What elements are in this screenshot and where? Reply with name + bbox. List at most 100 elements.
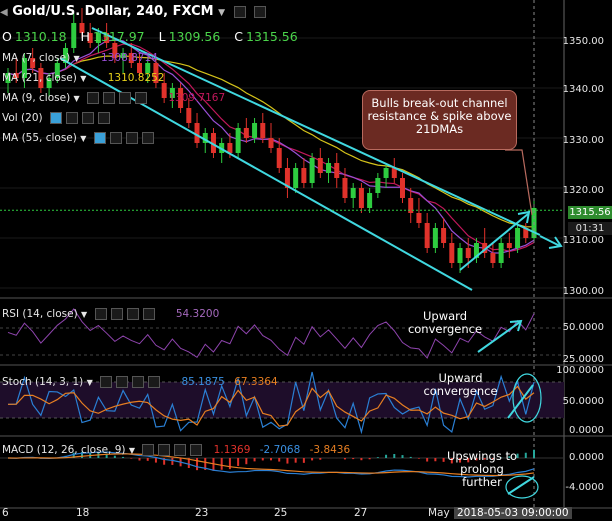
breakout-arrowhead — [517, 210, 531, 224]
rsi-value: 54.3200 — [175, 308, 220, 320]
ohlc-readout: O 1310.18 H 1317.97 L 1309.56 C 1315.56 — [2, 29, 298, 44]
candle-body — [441, 228, 447, 243]
candle-body — [104, 33, 110, 43]
legend-ma21[interactable]: MA (21, close) ▼ 1310.8252 — [2, 72, 165, 84]
eye-icon[interactable] — [142, 444, 155, 456]
settings-icon[interactable] — [116, 376, 129, 388]
legend-rsi[interactable]: RSI (14, close) ▼ 54.3200 — [2, 308, 220, 320]
lock-icon[interactable] — [174, 444, 187, 456]
legend-ma7[interactable]: MA (7, close) ▼ 1308.8714 — [2, 52, 158, 64]
channel-extension-arrowhead — [548, 236, 563, 249]
stoch-annotation: Upward convergence — [423, 371, 498, 398]
settings-icon[interactable] — [158, 444, 171, 456]
time-tick: 18 — [76, 507, 90, 519]
candle-body — [326, 163, 332, 173]
symbol-title: Gold/U.S. Dollar, 240, FXCM — [12, 4, 214, 19]
close-icon[interactable] — [135, 92, 148, 104]
price-tick: 1350.00 — [562, 36, 604, 47]
legend-macd[interactable]: MACD (12, 26, close, 9) ▼ 1.1369 -2.7068… — [2, 444, 351, 456]
candle-body — [120, 53, 126, 58]
ma21-line — [7, 55, 534, 228]
candle-body — [498, 243, 504, 263]
candle-body — [309, 158, 315, 183]
candle-body — [194, 123, 200, 143]
candle-body — [473, 243, 479, 258]
candle-body — [112, 43, 118, 58]
price-tick: 1320.00 — [562, 185, 604, 196]
lock-icon[interactable] — [132, 376, 145, 388]
settings-icon[interactable] — [65, 112, 78, 124]
candle-body — [21, 58, 27, 78]
lock-icon[interactable] — [125, 132, 138, 144]
candle-body — [465, 248, 471, 258]
stoch-d-value: 67.3364 — [234, 376, 278, 388]
open-value: 1310.18 — [14, 29, 67, 44]
eye-icon[interactable] — [93, 132, 106, 144]
close-icon[interactable] — [142, 308, 155, 320]
settings-icon[interactable] — [109, 132, 122, 144]
close-value: 1315.56 — [246, 29, 298, 44]
eye-icon[interactable] — [100, 376, 113, 388]
eye-icon[interactable] — [87, 92, 100, 104]
lock-icon[interactable] — [119, 92, 132, 104]
candle-body — [367, 193, 373, 208]
legend-ma55[interactable]: MA (55, close) ▼ — [2, 132, 154, 144]
rsi-trend-arrow — [477, 321, 521, 353]
rsi-tick: 25.0000 — [562, 354, 604, 365]
ma7-value: 1308.8714 — [101, 52, 158, 64]
candle-body — [391, 168, 397, 178]
candle-body — [383, 168, 389, 178]
candle-body — [145, 63, 151, 73]
chevron-down-icon[interactable]: ▼ — [218, 8, 226, 18]
candle-body — [227, 143, 233, 153]
close-icon[interactable] — [97, 112, 110, 124]
settings-icon[interactable] — [110, 308, 123, 320]
candle-body — [243, 128, 249, 138]
current-price-label: 1315.56 — [568, 206, 612, 219]
ma9-value: 1309.7167 — [168, 92, 226, 104]
candle-body — [424, 223, 430, 248]
candle-body — [210, 133, 216, 153]
candle-body — [358, 188, 364, 208]
breakout-arrow — [459, 213, 529, 271]
cursor-time-label: 2018-05-03 09:00:00 — [454, 507, 572, 519]
candle-body — [38, 68, 44, 88]
candle-body — [235, 128, 241, 153]
legend-ma9[interactable]: MA (9, close) ▼ 1309.7167 — [2, 92, 226, 104]
macd-trend-arrow — [507, 476, 535, 495]
legend-vol[interactable]: Vol (20) — [2, 112, 110, 124]
price-tick: 1330.00 — [562, 135, 604, 146]
candle-body — [79, 23, 85, 33]
candle-body — [268, 138, 274, 148]
lock-icon[interactable] — [254, 5, 267, 18]
rsi-tick: 50.0000 — [562, 322, 604, 333]
rsi-annotation: Upward convergence — [407, 309, 483, 336]
stoch-trend-arrow — [507, 384, 534, 419]
lock-icon[interactable] — [81, 112, 94, 124]
chart-title: ◀ Gold/U.S. Dollar, 240, FXCM ▼ — [0, 4, 267, 24]
eye-icon[interactable] — [94, 308, 107, 320]
candle-body — [54, 63, 60, 78]
legend-stoch[interactable]: Stoch (14, 3, 1) ▼ 85.1875 67.3364 — [2, 376, 278, 388]
candle-body — [482, 243, 488, 253]
candle-body — [284, 168, 290, 188]
settings-icon[interactable] — [233, 5, 246, 18]
close-icon[interactable] — [148, 376, 161, 388]
close-icon[interactable] — [141, 132, 154, 144]
macd-signal-line — [7, 453, 535, 477]
settings-icon[interactable] — [103, 92, 116, 104]
price-tick: 1340.00 — [562, 84, 604, 95]
channel-resistance-line — [91, 27, 541, 236]
close-icon[interactable] — [190, 444, 203, 456]
candle-body — [334, 163, 340, 178]
macd-highlight-ellipse — [505, 475, 539, 499]
candle-body — [342, 178, 348, 198]
callout-pointer — [505, 149, 533, 216]
collapse-icon[interactable]: ◀ — [0, 7, 8, 18]
eye-icon[interactable] — [49, 112, 62, 124]
candle-body — [375, 178, 381, 193]
candle-body — [202, 133, 208, 143]
lock-icon[interactable] — [126, 308, 139, 320]
